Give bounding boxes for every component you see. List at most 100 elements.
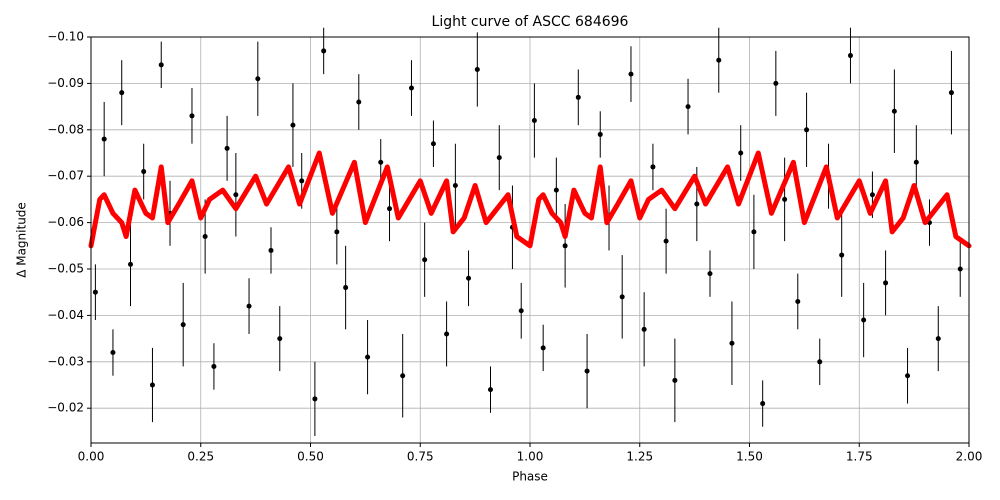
data-point: [356, 99, 362, 105]
data-point: [430, 141, 436, 147]
data-point: [255, 76, 261, 82]
data-point: [716, 57, 722, 63]
y-tick-label: −0.03: [47, 354, 84, 368]
x-axis-label: Phase: [512, 470, 548, 484]
data-point: [233, 192, 239, 198]
x-tick-label: 0.50: [297, 450, 324, 464]
data-point: [487, 387, 493, 393]
data-point: [685, 104, 691, 110]
data-point: [795, 298, 801, 304]
data-point: [119, 90, 125, 96]
data-point: [128, 261, 134, 267]
data-point: [277, 336, 283, 342]
data-point: [189, 113, 195, 119]
chart-title: Light curve of ASCC 684696: [432, 14, 629, 30]
data-point: [729, 340, 735, 346]
x-tick-label: 0.25: [187, 450, 214, 464]
data-point: [180, 322, 186, 328]
data-point: [531, 118, 537, 124]
data-point: [694, 201, 700, 207]
data-point: [562, 243, 568, 249]
data-point: [628, 71, 634, 77]
data-point: [158, 62, 164, 68]
data-point: [641, 326, 647, 332]
data-point: [839, 252, 845, 258]
x-tick-label: 1.25: [626, 450, 653, 464]
data-point: [891, 108, 897, 114]
y-tick-label: −0.07: [47, 169, 84, 183]
data-point: [619, 294, 625, 300]
data-point: [957, 266, 963, 272]
data-point: [773, 80, 779, 86]
data-point: [224, 145, 230, 151]
data-point: [141, 169, 147, 175]
data-point: [847, 53, 853, 59]
y-tick-label: −0.09: [47, 76, 84, 90]
data-point: [110, 350, 116, 356]
y-tick-label: −0.04: [47, 308, 84, 322]
x-tick-label: 1.50: [736, 450, 763, 464]
data-point: [948, 90, 954, 96]
data-point: [321, 48, 327, 54]
data-point: [650, 164, 656, 170]
plot-frame: [90, 36, 970, 444]
data-point: [101, 136, 107, 142]
data-point: [760, 401, 766, 407]
data-point: [444, 331, 450, 337]
y-tick-label: −0.05: [47, 262, 84, 276]
data-point: [672, 377, 678, 383]
data-point: [387, 206, 393, 212]
data-point: [299, 178, 305, 184]
data-point: [474, 66, 480, 72]
data-point: [707, 271, 713, 277]
data-point: [905, 373, 911, 379]
y-tick-label: −0.06: [47, 215, 84, 229]
data-point: [268, 247, 274, 253]
data-point: [312, 396, 318, 402]
data-point: [584, 368, 590, 374]
data-point: [553, 187, 559, 193]
data-point: [738, 150, 744, 156]
data-point: [496, 155, 502, 161]
data-point: [913, 159, 919, 165]
data-point: [861, 317, 867, 323]
data-point: [365, 354, 371, 360]
data-point: [400, 373, 406, 379]
data-point: [935, 336, 941, 342]
data-point: [246, 303, 252, 309]
data-point: [466, 275, 472, 281]
y-tick-label: −0.10: [47, 30, 84, 44]
data-point: [540, 345, 546, 351]
data-point: [422, 257, 428, 263]
data-point: [597, 131, 603, 137]
data-point: [408, 85, 414, 91]
data-point: [751, 229, 757, 235]
data-point: [290, 122, 296, 128]
data-point: [518, 308, 524, 314]
data-point: [804, 127, 810, 133]
y-tick-label: −0.08: [47, 122, 84, 136]
data-point: [343, 285, 349, 291]
data-point: [378, 159, 384, 165]
x-tick-label: 1.00: [517, 450, 544, 464]
data-point: [202, 234, 208, 240]
data-point: [575, 94, 581, 100]
x-tick-label: 0.00: [78, 450, 105, 464]
data-point: [149, 382, 155, 388]
x-tick-label: 1.75: [846, 450, 873, 464]
x-tick-label: 2.00: [956, 450, 983, 464]
data-point: [883, 280, 889, 286]
data-point: [334, 229, 340, 235]
x-tick-label: 0.75: [407, 450, 434, 464]
data-point: [782, 196, 788, 202]
data-point: [869, 192, 875, 198]
data-point: [211, 363, 217, 369]
data-point: [817, 359, 823, 365]
data-point: [452, 182, 458, 188]
data-point: [663, 238, 669, 244]
y-tick-label: −0.02: [47, 401, 84, 415]
y-axis-label: Δ Magnitude: [15, 202, 29, 278]
data-point: [92, 289, 98, 295]
model-curve: [88, 150, 972, 249]
